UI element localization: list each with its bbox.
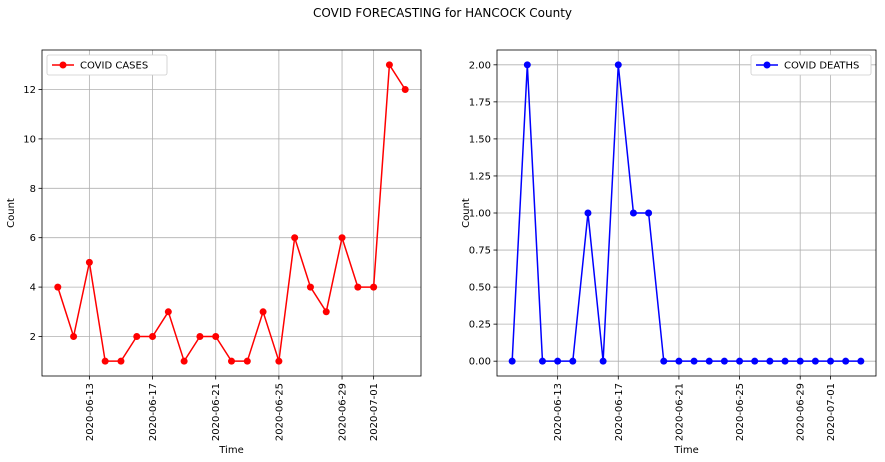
x-tick-label: 2020-06-13 <box>85 383 96 441</box>
data-point <box>720 357 728 365</box>
x-tick-label: 2020-06-17 <box>148 383 159 441</box>
data-point <box>338 234 346 242</box>
y-tick-label: 1.25 <box>469 171 491 182</box>
data-point <box>291 234 299 242</box>
data-point <box>538 357 546 365</box>
panel-2: 0.00 0.25 0.50 0.75 1.00 1.25 1.50 1.75 2.00 2020… <box>461 49 877 456</box>
data-point <box>675 357 683 365</box>
x-axis-label: Time <box>218 445 243 456</box>
legend-marker <box>59 61 67 69</box>
y-tick-label: 0.75 <box>469 246 491 257</box>
data-point <box>569 357 577 365</box>
legend-box <box>750 54 872 76</box>
data-point <box>243 357 251 365</box>
data-point <box>180 357 188 365</box>
x-tick-label: 2020-06-25 <box>274 383 285 441</box>
x-tick-label: 2020-06-25 <box>735 383 746 441</box>
data-point <box>228 357 235 365</box>
data-point <box>259 308 267 316</box>
x-tick-label: 2020-06-13 <box>553 383 564 441</box>
y-tick-label: 6 <box>30 233 36 244</box>
y-tick-label: 0.00 <box>469 357 491 368</box>
data-point <box>212 332 220 340</box>
data-point <box>164 308 172 316</box>
data-point <box>629 209 637 217</box>
data-point <box>766 357 774 365</box>
data-point <box>385 61 393 69</box>
data-point <box>811 357 819 365</box>
legend-box <box>46 54 168 76</box>
y-tick-label: 4 <box>30 283 36 294</box>
data-point <box>275 357 283 365</box>
data-point <box>554 357 562 365</box>
series-line <box>57 62 406 363</box>
x-tick-label: 2020-06-21 <box>674 383 685 441</box>
data-point <box>584 209 592 217</box>
y-tick-label: 2.00 <box>469 60 491 71</box>
x-tick-label: 2020-06-21 <box>211 383 222 441</box>
y-tick-label: 0.25 <box>469 320 491 331</box>
data-point <box>781 357 789 365</box>
axes-frame <box>41 49 422 377</box>
data-point <box>614 61 622 69</box>
data-point <box>354 283 362 291</box>
panel-1: 2 4 6 8 10 12 2020-06-13 2020-06-17 2020-06-21 20… <box>6 49 422 456</box>
legend-label: COVID CASES <box>80 61 148 72</box>
data-point <box>599 357 607 365</box>
data-point <box>149 332 157 340</box>
data-point <box>85 258 93 266</box>
y-axis-label: Count <box>461 198 472 228</box>
data-point <box>736 357 744 365</box>
y-tick-label: 8 <box>30 184 36 195</box>
data-point <box>401 86 409 94</box>
legend-marker <box>763 61 771 69</box>
x-tick-label: 2020-07-01 <box>826 383 837 441</box>
y-axis-label: Count <box>6 198 17 228</box>
data-point <box>196 332 204 340</box>
y-tick-label: 1.00 <box>469 209 491 220</box>
data-point <box>842 357 850 365</box>
legend-label: COVID DEATHS <box>784 61 859 72</box>
data-point <box>857 357 865 365</box>
data-point <box>705 357 713 365</box>
y-tick-label: 10 <box>23 134 36 145</box>
x-tick-label: 2020-06-29 <box>338 383 349 441</box>
data-point <box>796 357 804 365</box>
data-point <box>751 357 759 365</box>
y-tick-label: 1.75 <box>469 97 491 108</box>
data-point <box>54 283 62 291</box>
x-tick-label: 2020-06-17 <box>614 383 625 441</box>
x-axis-label: Time <box>673 445 698 456</box>
y-tick-label: 1.50 <box>469 134 491 145</box>
data-point <box>645 209 653 217</box>
data-point <box>660 357 668 365</box>
data-point <box>306 283 314 291</box>
data-point <box>101 357 109 365</box>
y-tick-label: 0.50 <box>469 283 491 294</box>
data-point <box>523 61 531 69</box>
data-point <box>322 308 330 316</box>
data-point <box>370 283 378 291</box>
x-tick-label: 2020-06-29 <box>796 383 807 441</box>
y-tick-label: 12 <box>23 85 36 96</box>
data-point <box>508 357 516 365</box>
data-point <box>117 357 125 365</box>
x-tick-label: 2020-07-01 <box>369 383 380 441</box>
y-tick-label: 2 <box>30 332 36 343</box>
figure-title: COVID FORECASTING for HANCOCK County <box>313 6 572 20</box>
data-point <box>70 332 78 340</box>
data-point <box>690 357 698 365</box>
data-point <box>133 332 141 340</box>
data-point <box>827 357 835 365</box>
